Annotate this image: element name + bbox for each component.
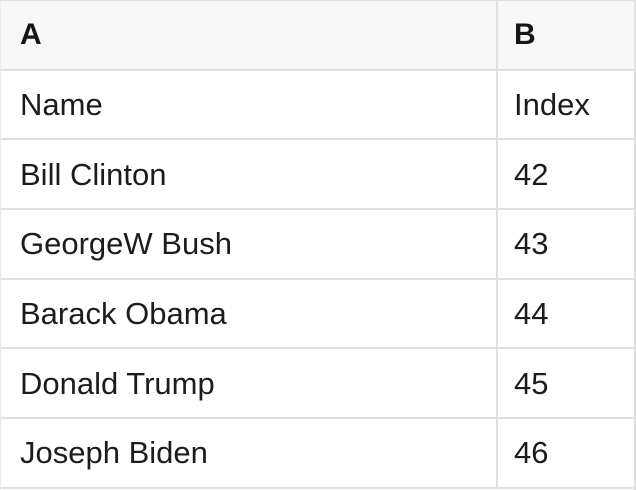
cell-index-barack-obama[interactable]: 44 [514, 296, 549, 332]
column-header-row: A B [1, 1, 634, 71]
cell-index-bill-clinton[interactable]: 42 [514, 156, 549, 192]
table-row-donald-trump: Donald Trump 45 [1, 349, 634, 420]
column-header-a[interactable]: A [1, 1, 498, 69]
cell-index-georgew-bush[interactable]: 43 [514, 226, 549, 262]
cell-index-label[interactable]: Index [514, 87, 590, 123]
cell-name-georgew-bush[interactable]: GeorgeW Bush [1, 210, 498, 278]
cell-name-barack-obama[interactable]: Barack Obama [1, 279, 498, 348]
cell-name-label[interactable]: Name [1, 70, 498, 139]
table-row-georgew-bush: GeorgeW Bush 43 [1, 210, 634, 280]
table-row-barack-obama: Barack Obama 44 [1, 279, 634, 350]
table-row-labels: Name Index [1, 70, 634, 141]
table-row-bill-clinton: Bill Clinton 42 [1, 140, 634, 211]
cell-name-bill-clinton[interactable]: Bill Clinton [1, 140, 498, 209]
cell-index-donald-trump[interactable]: 45 [514, 365, 549, 401]
column-header-b[interactable]: B [514, 17, 536, 51]
table-row-joseph-biden: Joseph Biden 46 [1, 419, 634, 489]
cell-name-joseph-biden[interactable]: Joseph Biden [1, 419, 498, 487]
cell-index-joseph-biden[interactable]: 46 [514, 435, 549, 471]
cell-name-donald-trump[interactable]: Donald Trump [1, 349, 498, 418]
